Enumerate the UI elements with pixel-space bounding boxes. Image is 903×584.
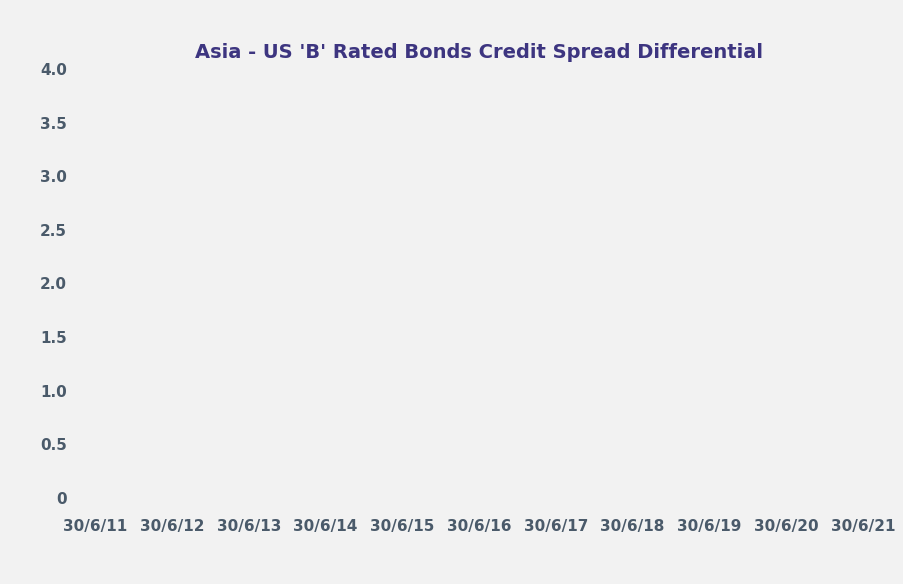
- Title: Asia - US 'B' Rated Bonds Credit Spread Differential: Asia - US 'B' Rated Bonds Credit Spread …: [195, 43, 762, 62]
- Legend: Asia - US Spread Multiple (OAS), 10-year Average: Asia - US Spread Multiple (OAS), 10-year…: [209, 580, 749, 584]
